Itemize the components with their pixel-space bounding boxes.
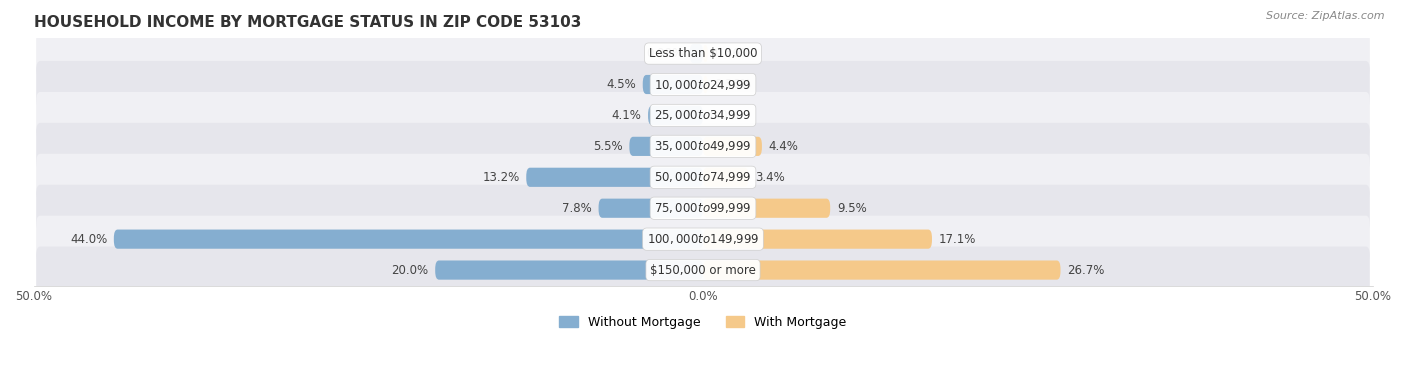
Text: $75,000 to $99,999: $75,000 to $99,999 [654,201,752,215]
Text: 44.0%: 44.0% [70,233,107,246]
FancyBboxPatch shape [703,168,748,187]
Text: HOUSEHOLD INCOME BY MORTGAGE STATUS IN ZIP CODE 53103: HOUSEHOLD INCOME BY MORTGAGE STATUS IN Z… [34,15,581,30]
Text: Less than $10,000: Less than $10,000 [648,47,758,60]
Text: $35,000 to $49,999: $35,000 to $49,999 [654,139,752,153]
FancyBboxPatch shape [436,261,703,280]
FancyBboxPatch shape [703,44,707,63]
FancyBboxPatch shape [37,154,1369,201]
FancyBboxPatch shape [703,261,1060,280]
FancyBboxPatch shape [703,230,932,249]
Text: $25,000 to $34,999: $25,000 to $34,999 [654,109,752,123]
Text: 17.1%: 17.1% [939,233,976,246]
FancyBboxPatch shape [630,137,703,156]
FancyBboxPatch shape [37,247,1369,294]
Text: 0.36%: 0.36% [714,47,752,60]
Text: 20.0%: 20.0% [391,264,429,277]
Text: $150,000 or more: $150,000 or more [650,264,756,277]
Text: 26.7%: 26.7% [1067,264,1105,277]
FancyBboxPatch shape [648,106,703,125]
Text: $100,000 to $149,999: $100,000 to $149,999 [647,232,759,246]
Text: Source: ZipAtlas.com: Source: ZipAtlas.com [1267,11,1385,21]
Text: $50,000 to $74,999: $50,000 to $74,999 [654,170,752,184]
FancyBboxPatch shape [643,75,703,94]
FancyBboxPatch shape [37,216,1369,263]
Text: 0.99%: 0.99% [645,47,683,60]
FancyBboxPatch shape [37,185,1369,232]
Text: 5.5%: 5.5% [593,140,623,153]
Text: 0.36%: 0.36% [714,78,752,91]
FancyBboxPatch shape [37,92,1369,139]
FancyBboxPatch shape [703,137,762,156]
FancyBboxPatch shape [37,123,1369,170]
Text: 9.5%: 9.5% [837,202,866,215]
Text: 3.4%: 3.4% [755,171,785,184]
Text: 4.1%: 4.1% [612,109,641,122]
Text: 13.2%: 13.2% [482,171,520,184]
FancyBboxPatch shape [114,230,703,249]
FancyBboxPatch shape [690,44,703,63]
Legend: Without Mortgage, With Mortgage: Without Mortgage, With Mortgage [554,311,852,334]
FancyBboxPatch shape [37,61,1369,108]
FancyBboxPatch shape [703,75,707,94]
Text: 0.0%: 0.0% [710,109,740,122]
Text: 4.5%: 4.5% [606,78,636,91]
FancyBboxPatch shape [526,168,703,187]
FancyBboxPatch shape [703,199,830,218]
Text: 4.4%: 4.4% [769,140,799,153]
FancyBboxPatch shape [37,30,1369,77]
Text: 7.8%: 7.8% [562,202,592,215]
FancyBboxPatch shape [599,199,703,218]
Text: $10,000 to $24,999: $10,000 to $24,999 [654,78,752,92]
